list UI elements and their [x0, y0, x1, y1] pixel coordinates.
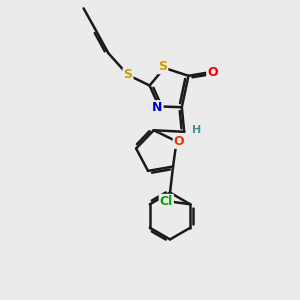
Text: O: O: [207, 66, 218, 79]
Text: N: N: [152, 101, 163, 114]
Text: O: O: [174, 135, 184, 148]
Text: Cl: Cl: [160, 195, 173, 208]
Text: S: S: [124, 68, 133, 82]
Text: S: S: [158, 60, 167, 73]
Text: H: H: [192, 125, 201, 135]
